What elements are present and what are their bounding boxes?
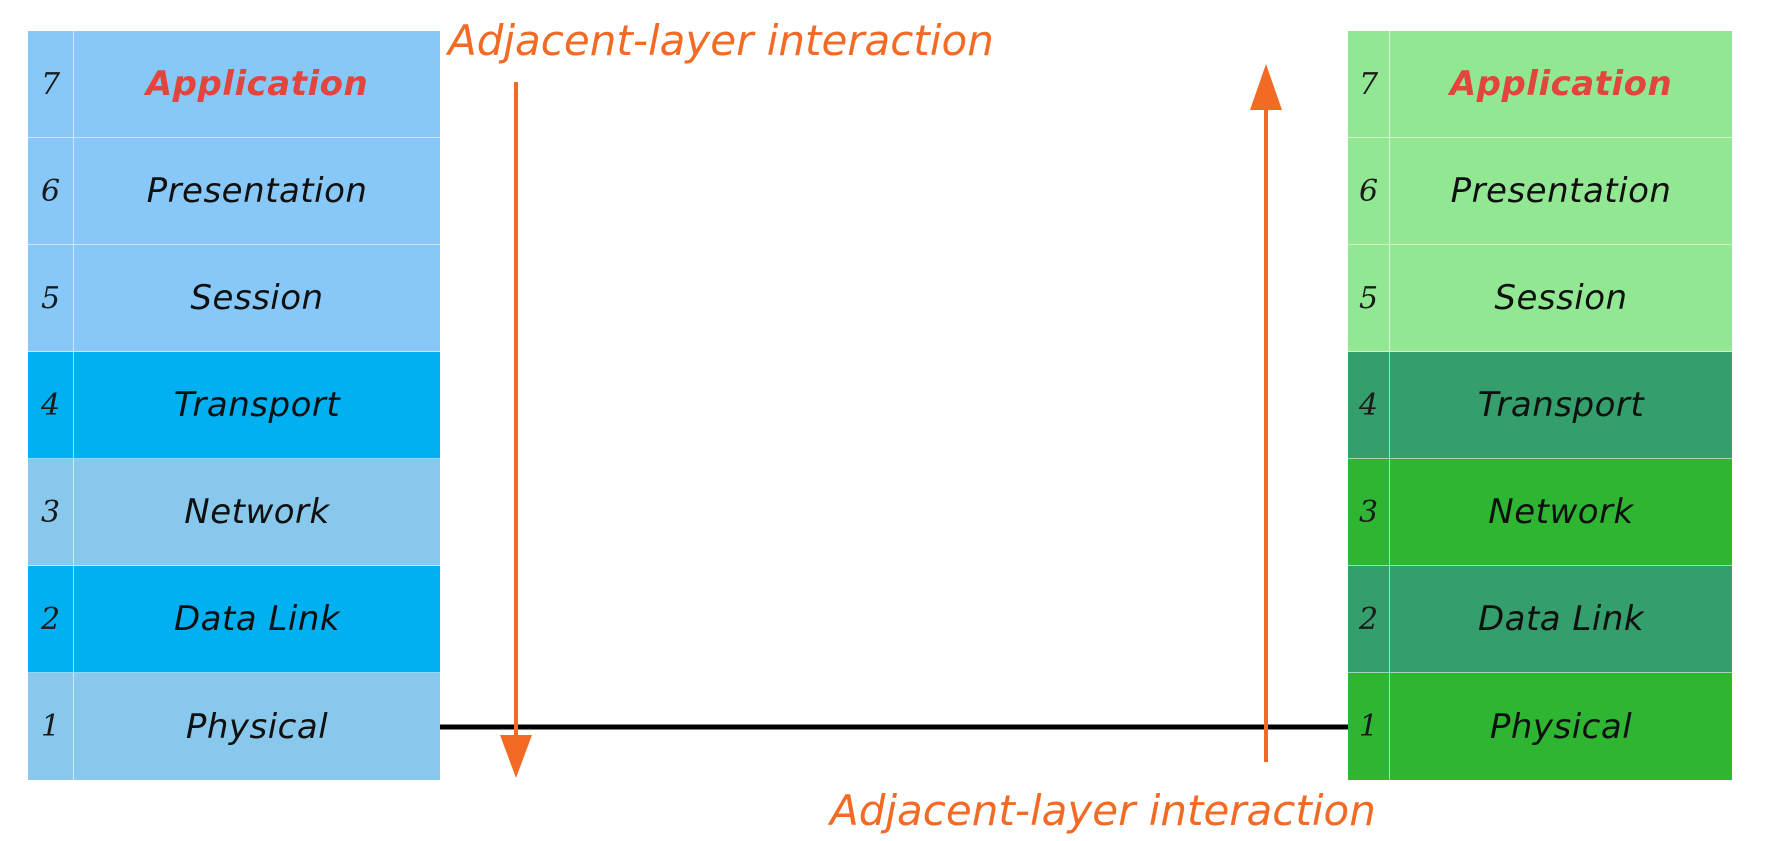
left-osi-stack: 7 Application 6 Presentation 5 Session 4 Transp… (28, 31, 440, 780)
right-layer-5: 5 Session (1348, 245, 1732, 352)
right-layer-4: 4 Transport (1348, 352, 1732, 459)
right-layer-3: 3 Network (1348, 459, 1732, 566)
left-layer-7: 7 Application (28, 31, 440, 138)
right-layer-number: 1 (1348, 673, 1390, 780)
right-layer-7: 7 Application (1348, 31, 1732, 138)
right-layer-2: 2 Data Link (1348, 566, 1732, 673)
left-layer-number: 6 (28, 138, 74, 244)
up-arrow-head (1250, 64, 1282, 110)
right-layer-name: Presentation (1450, 171, 1672, 211)
down-arrow-head (500, 735, 532, 778)
left-layer-name: Application (145, 64, 369, 104)
left-layer-3: 3 Network (28, 459, 440, 566)
right-layer-name: Session (1494, 278, 1628, 318)
left-layer-6: 6 Presentation (28, 138, 440, 245)
left-layer-4: 4 Transport (28, 352, 440, 459)
left-layer-number: 3 (28, 459, 74, 565)
left-layer-name: Data Link (173, 599, 341, 639)
left-layer-1: 1 Physical (28, 673, 440, 780)
left-layer-name: Network (184, 492, 330, 532)
caption-bottom: Adjacent-layer interaction (830, 786, 1376, 835)
left-layer-name: Transport (173, 385, 341, 425)
right-layer-number: 6 (1348, 138, 1390, 244)
right-layer-name: Data Link (1477, 599, 1645, 639)
right-osi-stack: 7 Application 6 Presentation 5 Session 4 Transp… (1348, 31, 1732, 780)
right-layer-6: 6 Presentation (1348, 138, 1732, 245)
left-layer-name: Presentation (146, 171, 368, 211)
caption-top: Adjacent-layer interaction (448, 16, 994, 65)
right-layer-number: 4 (1348, 352, 1390, 458)
right-layer-1: 1 Physical (1348, 673, 1732, 780)
right-layer-name: Transport (1477, 385, 1645, 425)
left-layer-number: 2 (28, 566, 74, 672)
left-layer-2: 2 Data Link (28, 566, 440, 673)
right-layer-name: Physical (1489, 706, 1633, 747)
left-layer-number: 4 (28, 352, 74, 458)
right-layer-name: Network (1488, 492, 1634, 532)
left-layer-name: Session (190, 278, 324, 318)
left-layer-number: 1 (28, 673, 74, 780)
left-layer-5: 5 Session (28, 245, 440, 352)
right-layer-name: Application (1449, 64, 1673, 104)
left-layer-name: Physical (185, 706, 329, 747)
left-layer-number: 5 (28, 245, 74, 351)
right-layer-number: 7 (1348, 31, 1390, 137)
right-layer-number: 2 (1348, 566, 1390, 672)
right-layer-number: 5 (1348, 245, 1390, 351)
left-layer-number: 7 (28, 31, 74, 137)
right-layer-number: 3 (1348, 459, 1390, 565)
